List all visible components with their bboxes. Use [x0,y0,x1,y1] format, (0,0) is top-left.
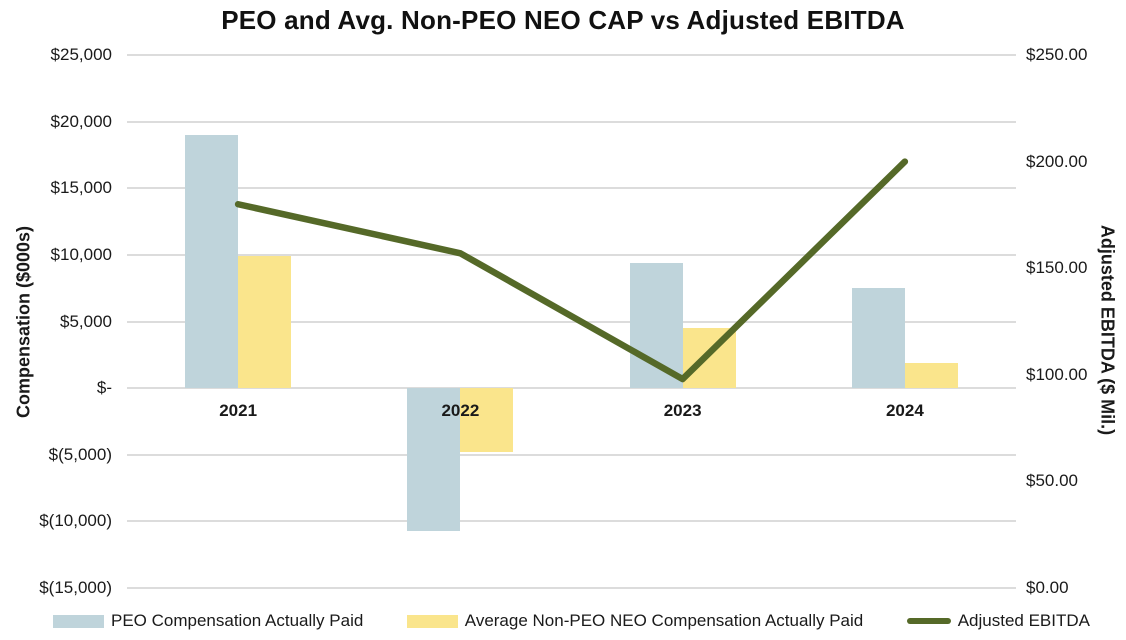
chart-title: PEO and Avg. Non-PEO NEO CAP vs Adjusted… [221,5,905,35]
x-axis-label-2022: 2022 [441,401,480,421]
left-axis-tick-label: $25,000 [50,45,112,64]
ebitda-line [234,158,909,383]
bar-non-peo-2022 [460,388,514,453]
right-axis-tick-label: $200.00 [1026,151,1088,171]
adjusted-ebitda-line-swatch-icon [906,618,951,624]
legend-item-peo-cap: PEO Compensation Actually Paid [53,610,363,632]
left-axis-tick-label: $15,000 [50,178,112,198]
gridline [127,453,1016,456]
right-axis-tick-label: $100.00 [1026,364,1088,384]
gridline [127,587,1016,589]
bar-peo-2022 [407,388,461,531]
x-axis-label-2021: 2021 [219,401,258,421]
right-axis-tick-label: $150.00 [1026,258,1088,278]
x-axis-label-2023: 2023 [663,401,702,421]
legend-label-peo-cap: PEO Compensation Actually Paid [111,611,364,630]
left-axis-tick-label: $(15,000) [39,578,112,597]
bar-non-peo-2023 [682,328,736,389]
gridline [127,120,1016,123]
bar-peo-2021 [185,134,239,389]
peo-cap-swatch-icon [53,614,104,628]
legend-item-adjusted-ebitda: Adjusted EBITDA [906,610,1090,632]
chart-legend: PEO Compensation Actually Paid Average N… [53,610,1090,632]
right-axis-tick-label: $0.00 [1026,578,1069,597]
bar-peo-2023 [629,262,683,389]
gridline [127,387,1016,390]
left-axis-tick-label: $5,000 [60,311,112,331]
legend-item-avg-non-peo-cap: Average Non-PEO NEO Compensation Actuall… [406,610,864,632]
avg-non-peo-cap-swatch-icon [406,614,458,628]
bar-non-peo-2024 [904,362,958,389]
right-axis-title: Adjusted EBITDA ($ Mil.) [1097,224,1118,436]
left-axis-tick-label: $(10,000) [39,511,112,531]
bar-peo-2024 [851,288,905,389]
left-axis-tick-label: $- [96,378,112,398]
left-axis-tick-label: $(5,000) [48,444,112,464]
right-axis-tick-label: $50.00 [1026,471,1078,491]
left-axis-tick-label: $20,000 [50,111,112,131]
gridline [127,520,1016,523]
right-axis-tick-label: $250.00 [1026,45,1088,64]
bar-non-peo-2021 [238,256,292,389]
legend-label-avg-non-peo-cap: Average Non-PEO NEO Compensation Actuall… [464,611,864,630]
gridline [127,54,1016,56]
legend-label-adjusted-ebitda: Adjusted EBITDA [957,611,1090,630]
x-axis-label-2024: 2024 [885,401,924,421]
left-axis-tick-label: $10,000 [50,244,112,264]
gridline [127,187,1016,190]
